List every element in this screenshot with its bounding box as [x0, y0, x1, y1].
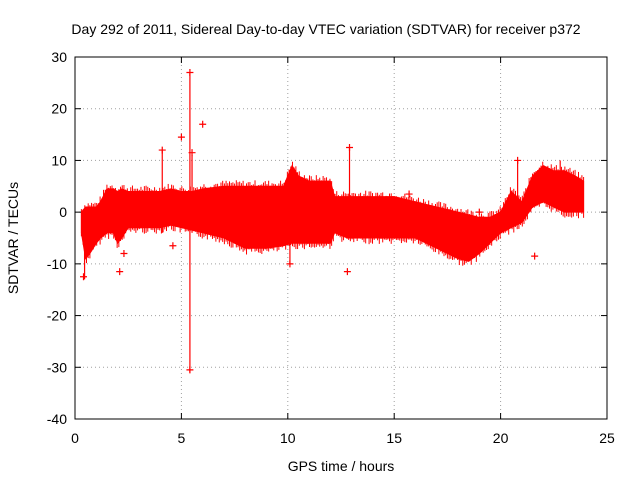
x-tick-label: 5: [178, 430, 186, 446]
y-tick-label: -40: [47, 411, 67, 427]
plot-frame: [74, 56, 608, 420]
y-tick-labels: -40 -30 -20 -10 0 10 20 30: [47, 49, 67, 427]
data-point: [80, 273, 88, 281]
data-point: [186, 69, 194, 77]
x-tick-label: 25: [599, 430, 615, 446]
data-point: [343, 268, 351, 276]
data-point: [188, 149, 196, 157]
data-point: [158, 146, 166, 154]
data-point: [186, 366, 194, 374]
data-point: [169, 242, 177, 250]
data-series-p372: [80, 69, 585, 374]
x-tick-label: 15: [386, 430, 402, 446]
data-point: [475, 208, 483, 216]
x-tick-label: 10: [280, 430, 296, 446]
data-point: [531, 252, 539, 260]
y-tick-label: 0: [59, 204, 67, 220]
data-point: [120, 250, 128, 258]
data-point: [199, 120, 207, 128]
grid-lines: [75, 57, 607, 419]
data-point: [286, 260, 294, 268]
y-tick-label: -10: [47, 256, 67, 272]
x-axis-label: GPS time / hours: [288, 458, 395, 474]
data-point: [177, 133, 185, 141]
data-point: [405, 190, 413, 198]
data-point: [514, 156, 522, 164]
y-tick-label: -20: [47, 308, 67, 324]
data-point: [116, 268, 124, 276]
axis-ticks: [74, 56, 608, 420]
y-tick-label: 30: [51, 49, 67, 65]
chart-title: Day 292 of 2011, Sidereal Day-to-day VTE…: [71, 21, 580, 37]
x-tick-label: 20: [493, 430, 509, 446]
y-tick-label: -30: [47, 359, 67, 375]
x-tick-label: 0: [71, 430, 79, 446]
y-tick-label: 10: [51, 152, 67, 168]
y-axis-label: SDTVAR / TECUs: [5, 182, 21, 294]
x-tick-labels: 0 5 10 15 20 25: [71, 430, 615, 446]
data-point: [346, 144, 354, 151]
y-tick-label: 20: [51, 101, 67, 117]
